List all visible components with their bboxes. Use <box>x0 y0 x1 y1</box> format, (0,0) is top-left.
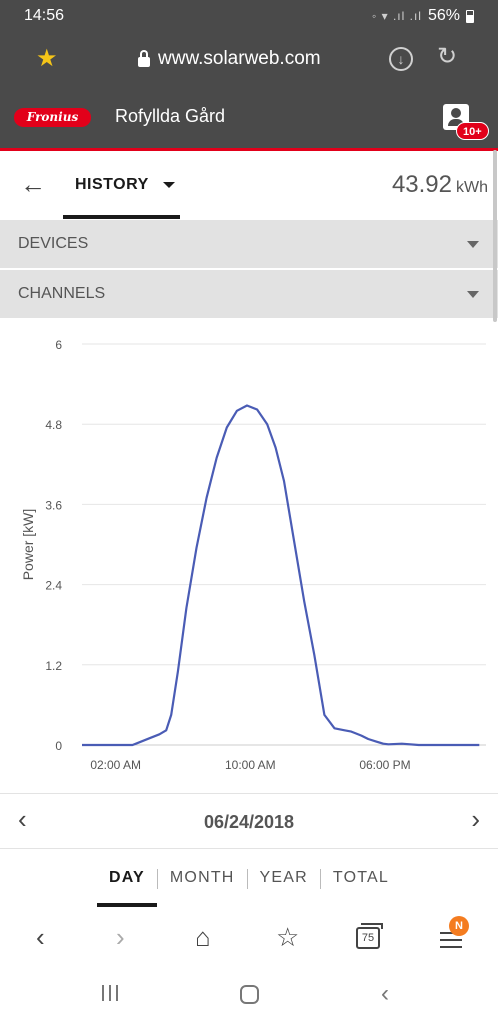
y-tick-label: 0 <box>55 739 62 753</box>
battery-level: 56% <box>427 7 460 24</box>
recent-apps-icon[interactable] <box>102 985 120 1001</box>
channels-dropdown[interactable]: CHANNELS <box>0 270 498 318</box>
site-name: Rofyllda Gård <box>115 106 226 126</box>
tab-total[interactable]: TOTAL <box>332 869 390 886</box>
browser-back-icon[interactable]: ‹ <box>36 922 45 952</box>
tab-year[interactable]: YEAR <box>259 869 308 886</box>
current-date: 06/24/2018 <box>203 812 295 832</box>
battery-icon <box>466 9 474 23</box>
power-chart-svg: 6 4.8 3.6 2.4 1.2 0 02:00 AM 10:00 AM 06:00 PM Po… <box>20 338 486 772</box>
period-tabs: DAY MONTH YEAR TOTAL <box>0 849 498 909</box>
x-tick-label: 02:00 AM <box>90 758 141 772</box>
notification-badge[interactable]: 10+ <box>456 122 489 140</box>
y-tick-label: 3.6 <box>45 498 62 512</box>
reload-icon[interactable]: ↻ <box>437 43 458 70</box>
url-text: www.solarweb.com <box>158 48 321 69</box>
x-tick-label: 10:00 AM <box>225 758 276 772</box>
y-tick-label: 1.2 <box>45 659 62 673</box>
tabs-counter-icon[interactable]: 75 <box>356 923 383 949</box>
user-account-icon[interactable] <box>443 104 469 130</box>
energy-unit: kWh <box>456 179 488 196</box>
energy-total: 43.92 kWh <box>392 171 488 199</box>
devices-dropdown[interactable]: DEVICES <box>0 220 498 268</box>
home-icon[interactable]: ⌂ <box>195 922 211 952</box>
browser-address-bar: ★ www.solarweb.com ↓ ↻ <box>0 32 498 88</box>
tab-separator <box>319 869 321 889</box>
y-tick-label: 6 <box>55 338 62 352</box>
next-date-icon[interactable]: › <box>471 804 480 834</box>
system-home-icon[interactable] <box>240 985 259 1004</box>
dropdown-arrow-icon <box>467 291 479 298</box>
status-bar: 14:56 ◦ ▾ .ıl .ıl 56% <box>0 0 498 32</box>
lock-icon <box>138 50 150 67</box>
x-tick-label: 06:00 PM <box>359 758 410 772</box>
previous-date-icon[interactable]: ‹ <box>18 804 27 834</box>
system-navigation-bar: ‹ <box>0 966 498 1024</box>
tab-day[interactable]: DAY <box>96 849 157 907</box>
status-time: 14:56 <box>24 7 65 24</box>
y-axis-label: Power [kW] <box>20 509 36 581</box>
power-series-line <box>82 404 480 747</box>
power-chart: 6 4.8 3.6 2.4 1.2 0 02:00 AM 10:00 AM 06:00 PM Po… <box>0 318 498 792</box>
system-back-icon[interactable]: ‹ <box>381 980 389 1007</box>
browser-toolbar: ‹ › ⌂ ☆ 75 <box>0 910 498 966</box>
bookmark-star-icon[interactable]: ★ <box>36 45 58 72</box>
menu-badge: N <box>449 916 469 936</box>
tab-separator <box>156 869 158 889</box>
channels-label: CHANNELS <box>18 285 106 302</box>
back-arrow-icon[interactable]: ← <box>20 169 46 199</box>
bookmarks-icon[interactable]: ☆ <box>276 922 300 952</box>
status-indicators: ◦ ▾ .ıl .ıl 56% <box>372 7 474 25</box>
signal-icon: ◦ ▾ .ıl .ıl <box>372 9 422 23</box>
scrollbar[interactable] <box>493 150 497 322</box>
url-field[interactable]: www.solarweb.com <box>138 48 321 70</box>
fronius-logo[interactable]: Fronius <box>14 108 91 127</box>
dropdown-arrow-icon <box>467 241 479 248</box>
date-navigator: ‹ 06/24/2018 › <box>0 793 498 849</box>
tab-month[interactable]: MONTH <box>169 869 235 886</box>
history-bar: ← HISTORY 43.92 kWh <box>0 151 498 219</box>
tab-separator <box>246 869 248 889</box>
download-icon[interactable]: ↓ <box>389 47 413 71</box>
caret-down-icon <box>163 182 175 188</box>
energy-value: 43.92 <box>391 171 452 198</box>
browser-forward-icon[interactable]: › <box>116 922 125 952</box>
header-divider <box>0 148 498 151</box>
history-label: HISTORY <box>75 176 149 193</box>
app-header: Fronius Rofyllda Gård 10+ <box>0 88 498 148</box>
devices-label: DEVICES <box>18 235 89 252</box>
y-tick-label: 4.8 <box>45 418 62 432</box>
y-tick-label: 2.4 <box>45 579 62 593</box>
history-dropdown[interactable]: HISTORY <box>63 151 180 219</box>
